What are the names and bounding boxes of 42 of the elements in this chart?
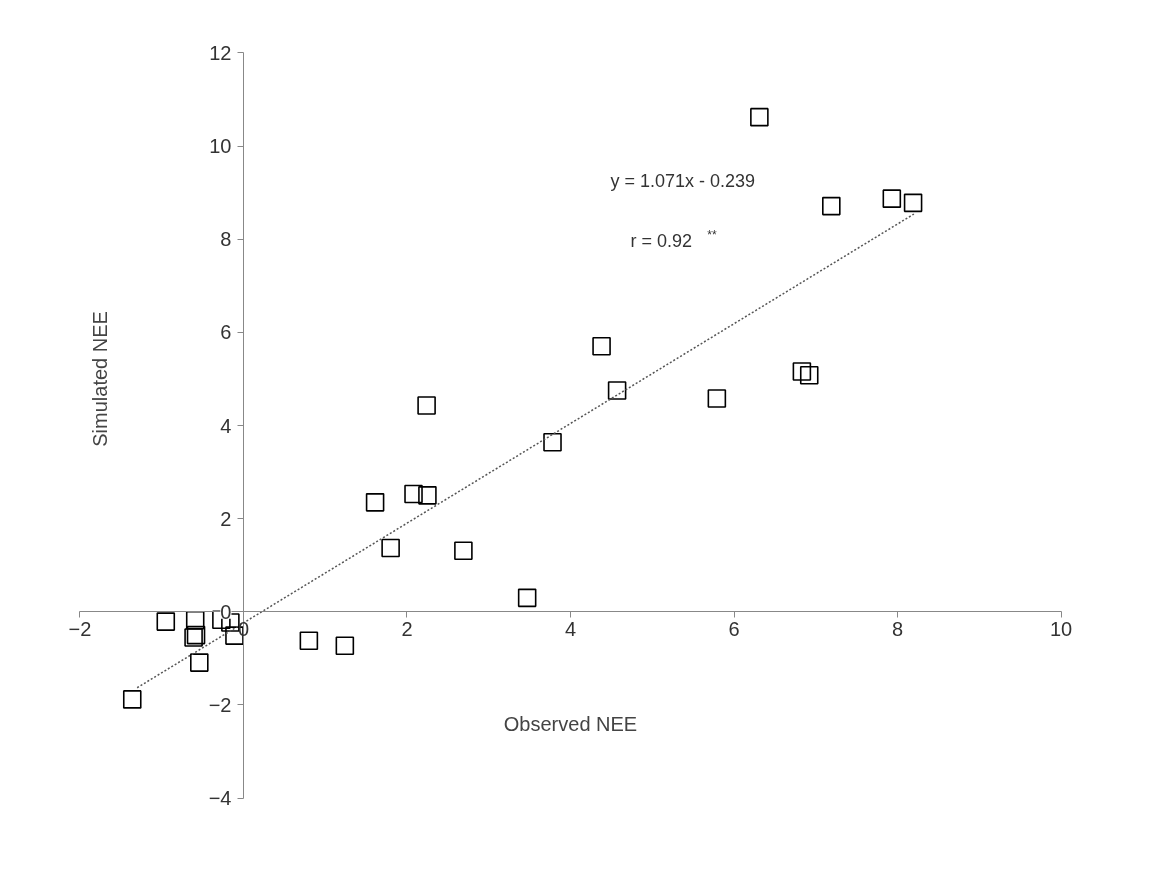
x-axis-title: Observed NEE <box>503 712 638 735</box>
point <box>190 653 209 672</box>
point <box>882 189 902 208</box>
x-tick-label: −2 <box>68 617 92 640</box>
point <box>381 538 400 558</box>
point <box>792 362 812 381</box>
y-tick-label: 8 <box>220 228 232 251</box>
point <box>156 612 176 631</box>
y-tick-label: −4 <box>208 787 232 810</box>
point <box>454 541 473 561</box>
y-tick-label: −2 <box>208 693 232 716</box>
point <box>185 610 205 630</box>
point <box>799 365 819 385</box>
y-axis-title: Simulated NEE <box>88 311 111 447</box>
point <box>404 484 423 504</box>
y-tick-label: 12 <box>209 41 232 64</box>
point <box>299 631 319 650</box>
y-tick-label: 0 <box>220 600 232 623</box>
y-tick-label: 6 <box>220 321 232 344</box>
point <box>122 690 142 709</box>
point <box>607 381 627 400</box>
x-tick-label: 4 <box>564 617 577 640</box>
point <box>365 493 385 512</box>
annotation: r = 0.92** <box>630 227 717 251</box>
y-tick-label: 2 <box>220 507 232 530</box>
x-tick-label: 10 <box>1049 617 1073 640</box>
x-tick-label: 8 <box>891 617 904 640</box>
point <box>543 432 562 452</box>
annotation: y = 1.071x - 0.239 <box>610 170 756 191</box>
point <box>750 107 769 127</box>
point <box>822 196 841 216</box>
point <box>418 486 437 505</box>
y-tick-label: 10 <box>209 135 232 158</box>
y-tick-label: 4 <box>220 414 232 437</box>
point <box>903 193 923 213</box>
point <box>707 389 727 408</box>
x-tick-label: 6 <box>728 617 740 640</box>
point <box>592 337 611 356</box>
point <box>417 396 436 415</box>
point <box>335 636 355 656</box>
x-tick-label: 2 <box>401 617 413 640</box>
point <box>517 588 537 608</box>
